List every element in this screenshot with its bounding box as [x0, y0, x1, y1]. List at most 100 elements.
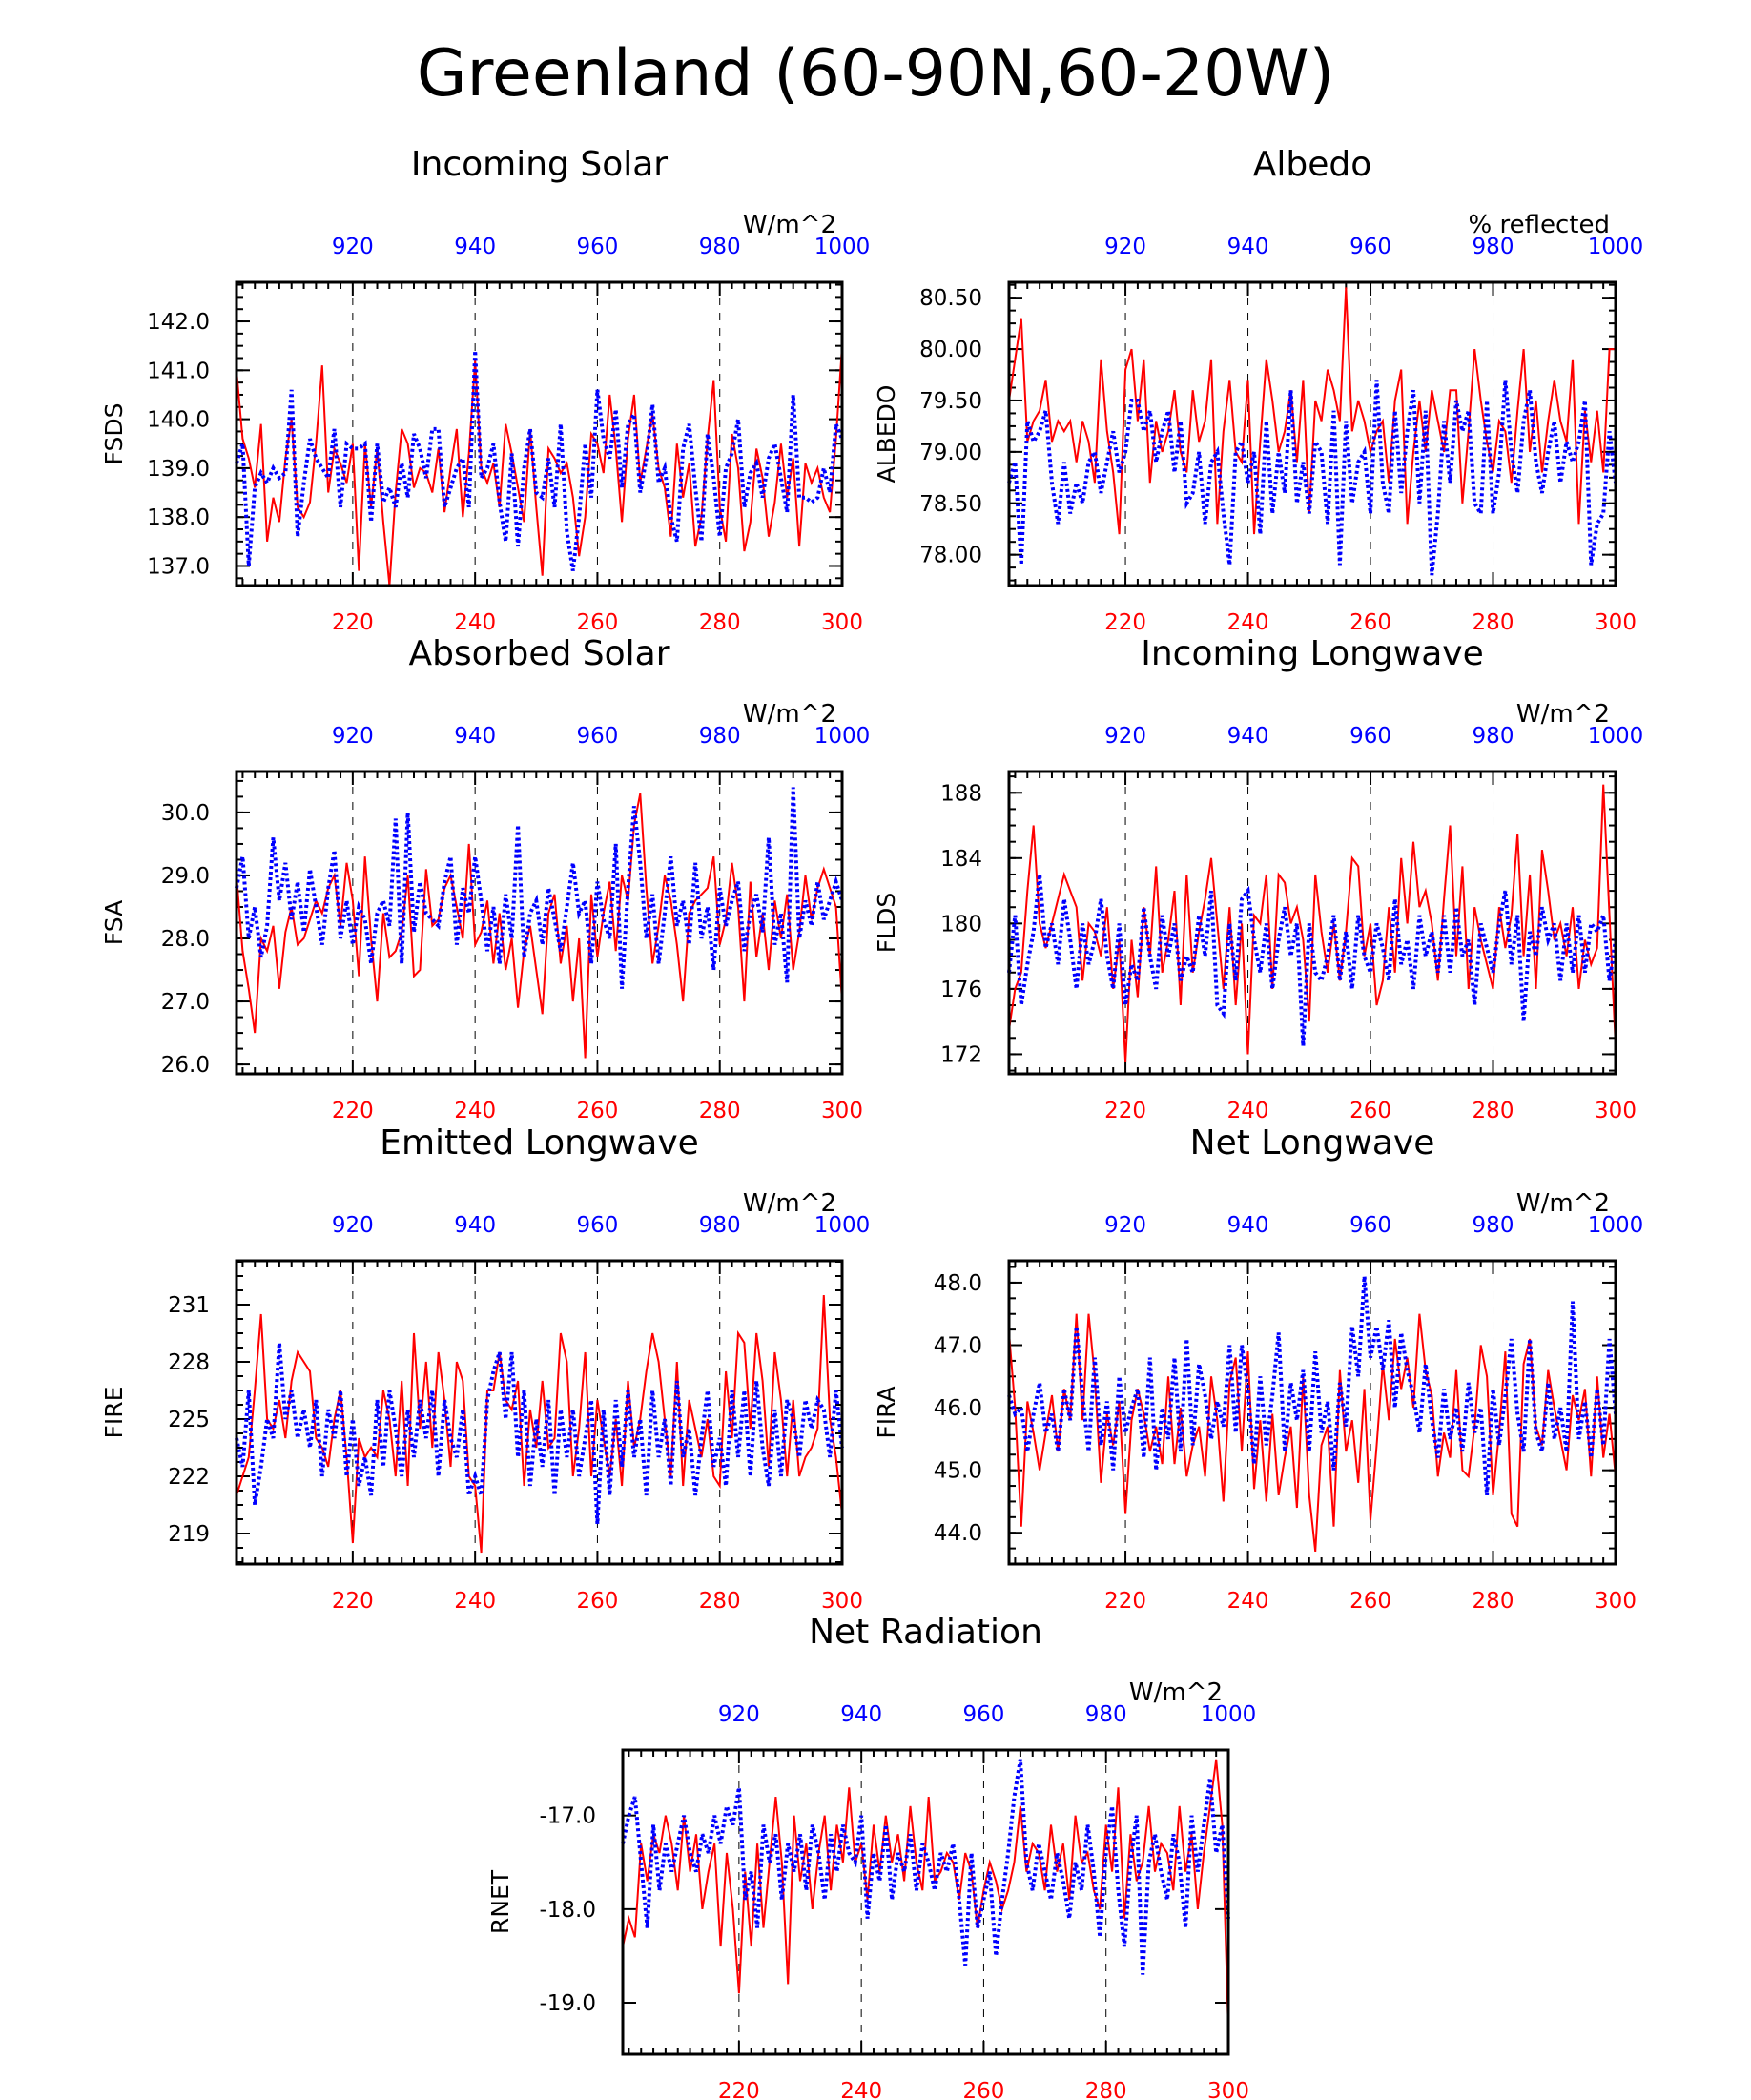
x-tick-label-top: 960 [1349, 235, 1391, 259]
x-tick-label-bottom: 240 [840, 2079, 882, 2100]
x-tick-label-top: 1000 [1588, 1213, 1644, 1238]
y-tick-label: 222 [168, 1465, 210, 1490]
plot-frame [235, 1259, 844, 1566]
units-label: W/m^2 [1516, 1189, 1610, 1218]
x-tick-label-bottom: 300 [1595, 1589, 1637, 1614]
y-tick-label: 80.00 [919, 338, 982, 362]
units-label: W/m^2 [743, 1189, 836, 1218]
units-label: % reflected [1469, 211, 1610, 239]
x-tick-label-top: 920 [1104, 724, 1146, 749]
y-axis-label: FIRE [100, 1387, 128, 1439]
x-tick-label-top: 920 [332, 724, 374, 749]
y-tick-label: 44.0 [934, 1521, 982, 1546]
x-tick-label-bottom: 220 [332, 610, 374, 635]
y-tick-label: 138.0 [147, 505, 210, 530]
x-tick-label-top: 940 [454, 724, 496, 749]
x-tick-label-bottom: 300 [821, 610, 863, 635]
panel-title: Net Radiation [809, 1613, 1042, 1652]
chart-panel-fsds: Incoming Solar W/m^2 137.0 138.0 139.0 140.0 1… [100, 145, 870, 635]
series-line-blue [235, 1342, 844, 1525]
y-tick-label: 139.0 [147, 457, 210, 482]
x-tick-label-bottom: 300 [821, 1589, 863, 1614]
chart-panel-fire: Emitted Longwave W/m^2 219 222 225 228 231 FIRE… [100, 1123, 870, 1614]
x-tick-label-bottom: 280 [1473, 1099, 1514, 1123]
y-tick-label: 26.0 [161, 1053, 210, 1078]
series-line-red [236, 1294, 843, 1554]
y-axis-label: FLDS [873, 893, 900, 953]
x-tick-label-top: 920 [1104, 1213, 1146, 1238]
x-tick-label-top: 940 [1227, 235, 1269, 259]
chart-panel-albedo: Albedo % reflected 78.00 78.50 79.00 79.50 80.… [873, 145, 1643, 635]
units-label: W/m^2 [743, 700, 836, 729]
series-line-blue [1007, 1276, 1617, 1496]
y-tick-label: 27.0 [161, 990, 210, 1015]
x-tick-label-top: 940 [1227, 724, 1269, 749]
series-line-blue [235, 787, 844, 989]
y-axis-label: FSA [100, 900, 128, 945]
x-tick-label-top: 1000 [814, 1213, 871, 1238]
units-label: W/m^2 [1129, 1678, 1223, 1707]
y-tick-label: 48.0 [934, 1271, 982, 1296]
y-tick-label: 79.00 [919, 441, 982, 465]
x-tick-label-top: 1000 [1588, 724, 1644, 749]
panel-title: Net Longwave [1190, 1123, 1435, 1163]
x-tick-label-bottom: 220 [718, 2079, 760, 2100]
series-line-red [1008, 287, 1616, 535]
panel-title: Emitted Longwave [380, 1123, 699, 1163]
series-line-red [622, 1759, 1229, 2031]
series-line-blue [621, 1759, 1230, 1975]
y-tick-label: 141.0 [147, 359, 210, 383]
x-tick-label-top: 980 [1473, 235, 1514, 259]
x-tick-label-top: 1000 [814, 724, 871, 749]
plot-frame [1007, 1259, 1617, 1566]
y-axis-label: RNET [486, 1869, 514, 1934]
x-tick-label-bottom: 260 [1349, 1099, 1391, 1123]
y-tick-label: -19.0 [539, 1991, 596, 2016]
plot-frame [1007, 770, 1617, 1076]
x-tick-label-top: 940 [454, 235, 496, 259]
y-tick-label: 188 [940, 781, 982, 806]
panel-title: Incoming Solar [411, 145, 668, 184]
plot-frame [1007, 280, 1617, 587]
x-tick-label-bottom: 280 [699, 610, 741, 635]
x-tick-label-bottom: 240 [1227, 610, 1269, 635]
x-tick-label-bottom: 240 [454, 1589, 496, 1614]
series-line-red [236, 345, 843, 587]
x-tick-label-bottom: 300 [1595, 610, 1637, 635]
x-tick-label-top: 980 [699, 724, 741, 749]
y-tick-label: 137.0 [147, 554, 210, 579]
x-tick-label-bottom: 260 [576, 1589, 618, 1614]
y-tick-label: 78.00 [919, 544, 982, 568]
x-tick-label-bottom: 280 [1085, 2079, 1127, 2100]
plot-frame [235, 280, 844, 587]
x-tick-label-top: 980 [699, 1213, 741, 1238]
x-tick-label-bottom: 220 [1104, 610, 1146, 635]
y-tick-label: 45.0 [934, 1459, 982, 1484]
y-tick-label: 78.50 [919, 492, 982, 517]
x-tick-label-top: 960 [1349, 1213, 1391, 1238]
x-tick-label-bottom: 220 [1104, 1589, 1146, 1614]
x-tick-label-bottom: 300 [1595, 1099, 1637, 1123]
y-tick-label: 80.50 [919, 286, 982, 311]
panel-title: Incoming Longwave [1141, 634, 1484, 673]
x-tick-label-bottom: 280 [1473, 610, 1514, 635]
x-tick-label-bottom: 260 [576, 1099, 618, 1123]
chart-panel-rnet: Net Radiation W/m^2 -17.0 -18.0 -19.0 RNET 220… [486, 1613, 1256, 2100]
panel-title: Absorbed Solar [408, 634, 670, 673]
y-tick-label: 231 [168, 1293, 210, 1318]
y-tick-label: 219 [168, 1522, 210, 1547]
x-tick-label-top: 940 [840, 1702, 882, 1727]
chart-panel-fira: Net Longwave W/m^2 44.0 45.0 46.0 47.0 48.0 FIR… [873, 1123, 1643, 1614]
y-tick-label: 142.0 [147, 310, 210, 335]
x-tick-label-top: 960 [1349, 724, 1391, 749]
panels-group: Incoming Solar W/m^2 137.0 138.0 139.0 140.0 1… [100, 145, 1643, 2100]
x-tick-label-bottom: 280 [1473, 1589, 1514, 1614]
x-tick-label-top: 920 [332, 235, 374, 259]
y-tick-label: -17.0 [539, 1804, 596, 1829]
panel-title: Albedo [1253, 145, 1372, 184]
figure-title: Greenland (60-90N,60-20W) [417, 36, 1334, 112]
x-tick-label-top: 940 [1227, 1213, 1269, 1238]
x-tick-label-top: 960 [576, 1213, 618, 1238]
x-tick-label-bottom: 260 [1349, 610, 1391, 635]
